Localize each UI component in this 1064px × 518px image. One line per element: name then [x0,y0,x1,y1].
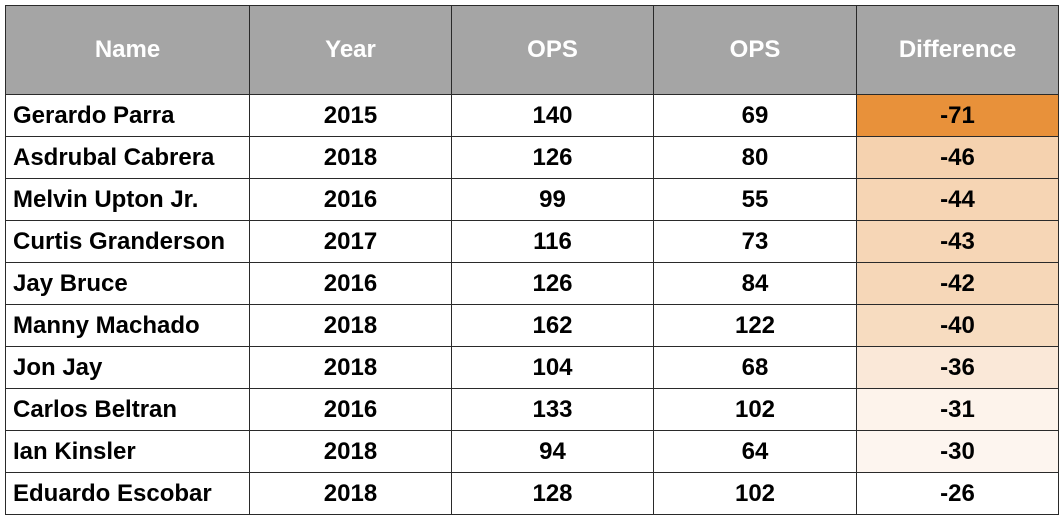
name-cell: Asdrubal Cabrera [5,136,250,179]
table-row: Asdrubal Cabrera 2018 126 80 -46 [5,136,1059,179]
year-cell: 2017 [249,220,452,263]
ops-second-cell: 102 [653,472,857,515]
ops-first-cell: 104 [451,346,654,389]
table-row: Melvin Upton Jr. 2016 99 55 -44 [5,178,1059,221]
header-ops-first: OPS [451,5,654,95]
year-cell: 2016 [249,262,452,305]
difference-cell: -36 [856,346,1059,389]
name-cell: Curtis Granderson [5,220,250,263]
table-body: Gerardo Parra 2015 140 69 -71 Asdrubal Cabrer… [5,94,1059,515]
name-cell: Eduardo Escobar [5,472,250,515]
ops-first-cell: 126 [451,136,654,179]
ops-first-cell: 128 [451,472,654,515]
ops-table: Name Year OPS OPS Difference Gerardo Par… [5,5,1059,515]
ops-first-cell: 94 [451,430,654,473]
header-name: Name [5,5,250,95]
header-row: Name Year OPS OPS Difference [5,5,1059,95]
table-row: Carlos Beltran 2016 133 102 -31 [5,388,1059,431]
table-row: Jon Jay 2018 104 68 -36 [5,346,1059,389]
difference-cell: -40 [856,304,1059,347]
difference-cell: -26 [856,472,1059,515]
ops-second-cell: 69 [653,94,857,137]
table-row: Jay Bruce 2016 126 84 -42 [5,262,1059,305]
name-cell: Gerardo Parra [5,94,250,137]
difference-cell: -46 [856,136,1059,179]
difference-cell: -42 [856,262,1059,305]
ops-first-cell: 133 [451,388,654,431]
table-row: Curtis Granderson 2017 116 73 -43 [5,220,1059,263]
ops-second-cell: 102 [653,388,857,431]
name-cell: Ian Kinsler [5,430,250,473]
year-cell: 2018 [249,346,452,389]
difference-cell: -43 [856,220,1059,263]
name-cell: Manny Machado [5,304,250,347]
year-cell: 2018 [249,136,452,179]
difference-cell: -44 [856,178,1059,221]
difference-cell: -71 [856,94,1059,137]
difference-cell: -30 [856,430,1059,473]
name-cell: Carlos Beltran [5,388,250,431]
ops-first-cell: 116 [451,220,654,263]
year-cell: 2018 [249,304,452,347]
ops-first-cell: 162 [451,304,654,347]
table-row: Manny Machado 2018 162 122 -40 [5,304,1059,347]
name-cell: Jon Jay [5,346,250,389]
ops-first-cell: 99 [451,178,654,221]
year-cell: 2018 [249,430,452,473]
ops-second-cell: 122 [653,304,857,347]
table-row: Gerardo Parra 2015 140 69 -71 [5,94,1059,137]
header-year: Year [249,5,452,95]
ops-first-cell: 140 [451,94,654,137]
year-cell: 2016 [249,388,452,431]
name-cell: Melvin Upton Jr. [5,178,250,221]
name-cell: Jay Bruce [5,262,250,305]
year-cell: 2018 [249,472,452,515]
header-difference: Difference [856,5,1059,95]
ops-second-cell: 73 [653,220,857,263]
ops-second-cell: 80 [653,136,857,179]
year-cell: 2015 [249,94,452,137]
year-cell: 2016 [249,178,452,221]
ops-first-cell: 126 [451,262,654,305]
table-row: Eduardo Escobar 2018 128 102 -26 [5,472,1059,515]
ops-second-cell: 68 [653,346,857,389]
difference-cell: -31 [856,388,1059,431]
header-ops-second: OPS [653,5,857,95]
ops-second-cell: 55 [653,178,857,221]
ops-second-cell: 84 [653,262,857,305]
table-row: Ian Kinsler 2018 94 64 -30 [5,430,1059,473]
ops-second-cell: 64 [653,430,857,473]
